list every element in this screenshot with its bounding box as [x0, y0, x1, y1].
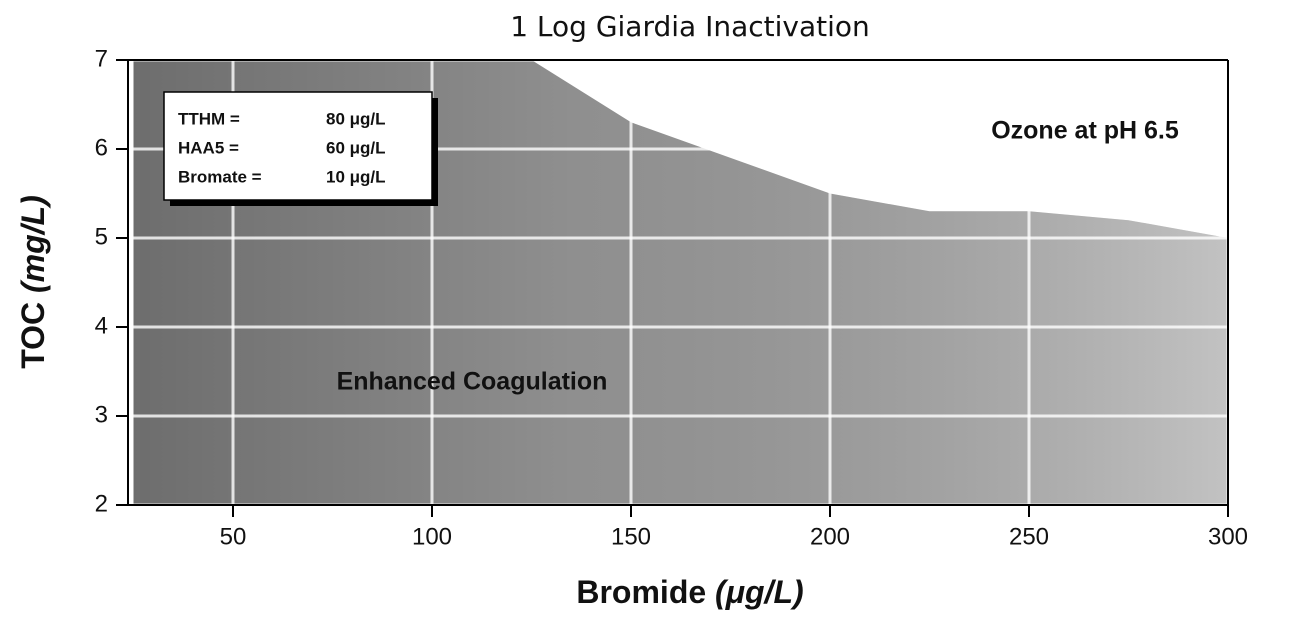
x-tick-label: 50	[220, 523, 247, 550]
legend-box: TTHM = 80 μg/L HAA5 = 60 μg/L Bromate = 10 μg…	[163, 91, 438, 206]
x-tick-label: 200	[810, 523, 850, 550]
y-unit: (mg/L)	[15, 195, 51, 293]
annotation: Enhanced Coagulation	[337, 368, 608, 396]
chart-title: 1 Log Giardia Inactivation	[510, 10, 870, 43]
y-label: TOC	[15, 302, 51, 369]
legend-value: 60 μg/L	[326, 138, 386, 157]
x-tick-label: 250	[1009, 523, 1049, 550]
x-label: Bromide	[576, 574, 706, 610]
y-tick-label: 2	[95, 490, 108, 517]
x-tick-label: 300	[1208, 523, 1248, 550]
annotation: Ozone at pH 6.5	[991, 117, 1179, 145]
legend-label: HAA5 =	[178, 138, 239, 157]
y-tick-label: 4	[95, 312, 108, 339]
x-tick-label: 100	[412, 523, 452, 550]
y-tick-label: 6	[95, 134, 108, 161]
legend-label: TTHM =	[178, 109, 240, 128]
y-axis-label: TOC (mg/L)	[15, 195, 51, 369]
x-unit: (μg/L)	[715, 574, 804, 610]
legend-label: Bromate =	[178, 167, 262, 186]
x-tick-label: 150	[611, 523, 651, 550]
y-tick-label: 7	[95, 45, 108, 72]
legend-frame	[163, 91, 433, 201]
legend-value: 80 μg/L	[326, 109, 386, 128]
x-axis-label: Bromide (μg/L)	[576, 574, 803, 610]
y-tick-label: 5	[95, 223, 108, 250]
legend-value: 10 μg/L	[326, 167, 386, 186]
y-tick-label: 3	[95, 401, 108, 428]
